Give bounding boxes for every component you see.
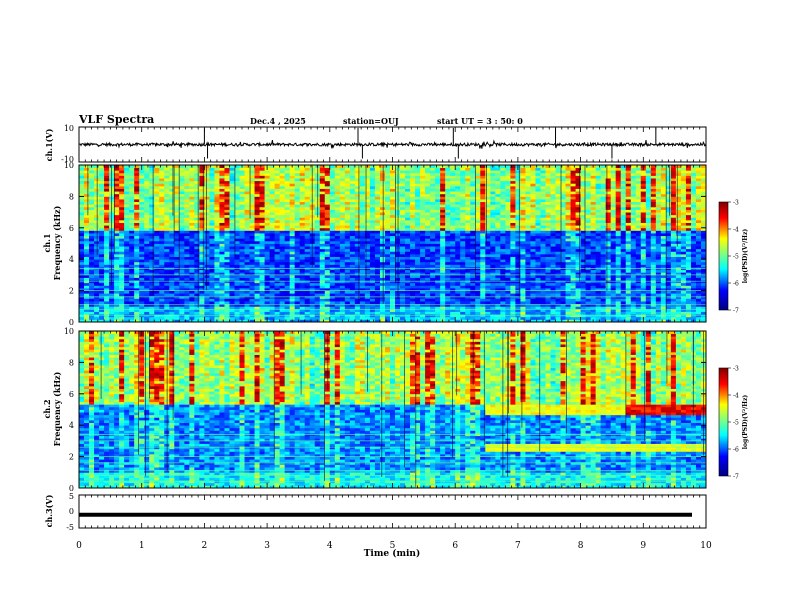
- ch1-frequency-label: Frequency (kHz): [52, 205, 62, 280]
- time-tick-label: 5: [390, 541, 396, 551]
- freq-tick-label: 2: [69, 453, 74, 462]
- ch1-colorbar-ticks: -3 -4 -5 -6 -7: [728, 200, 739, 315]
- ch1-ytick-top: 10: [64, 124, 74, 133]
- ch2-colorbar: -3 -4 -5 -6 -7 log(PSD)(V²/Hz): [718, 366, 749, 481]
- freq-tick-label: 10: [64, 161, 74, 170]
- ch2-channel-label: ch.2: [42, 399, 52, 418]
- ch2-spectrogram-yticks: 0 2 4 6 8 10: [64, 327, 706, 493]
- ch2-frequency-label: Frequency (kHz): [52, 371, 62, 446]
- colorbar-tick-label: -4: [733, 227, 739, 234]
- freq-tick-label: 6: [69, 224, 74, 233]
- ch3-ytick-mid: 0: [69, 507, 74, 516]
- ch1-colorbar-gradient: [718, 201, 729, 311]
- ch2-colorbar-gradient: [718, 367, 729, 477]
- freq-tick-label: 10: [64, 327, 74, 336]
- ch2-spectrogram-panel: 0 2 4 6 8 10 ch.2 Frequency (kHz): [42, 327, 707, 493]
- start-ut-label: start UT = 3 : 50: 0: [437, 116, 523, 126]
- ch1-ytick-bottom: -10: [61, 155, 74, 164]
- freq-tick-label: 6: [69, 390, 74, 399]
- ch2-spectrogram-heatmap: [79, 331, 707, 489]
- colorbar-tick-label: -5: [733, 420, 739, 427]
- colorbar-tick-label: -7: [733, 308, 739, 315]
- ch3-waveform-panel: 5 0 -5 ch.3(V): [44, 492, 707, 532]
- ch1-waveform-line: [79, 139, 707, 149]
- time-tick-label: 9: [640, 541, 646, 551]
- colorbar-tick-label: -3: [733, 366, 739, 373]
- time-tick-label: 7: [515, 541, 521, 551]
- colorbar-tick-label: -4: [733, 393, 739, 400]
- colorbar-tick-label: -5: [733, 254, 739, 261]
- time-axis-label: Time (min): [364, 548, 421, 559]
- ch3-ytick-bottom: -5: [66, 523, 74, 532]
- station-label: station=OUJ: [343, 116, 399, 126]
- ch3-waveform-ylabel: ch.3(V): [44, 494, 54, 527]
- colorbar-tick-label: -6: [733, 281, 739, 288]
- time-tick-label: 1: [139, 541, 145, 551]
- freq-tick-label: 4: [69, 255, 74, 264]
- ch1-waveform-ylabel: ch.1(V): [44, 128, 54, 161]
- colorbar-tick-label: -3: [733, 200, 739, 207]
- time-tick-label: 4: [327, 541, 333, 551]
- freq-tick-label: 0: [69, 318, 74, 327]
- ch1-spectrogram-panel: 0 2 4 6 8 10 ch.1 Frequency (kHz): [42, 161, 707, 327]
- time-tick-label: 3: [264, 541, 270, 551]
- freq-tick-label: 8: [69, 192, 74, 201]
- date-label: Dec.4 , 2025: [250, 116, 306, 126]
- freq-tick-label: 2: [69, 287, 74, 296]
- time-tick-label: 0: [76, 541, 82, 551]
- freq-tick-label: 8: [69, 358, 74, 367]
- time-tick-label: 6: [452, 541, 458, 551]
- time-tick-label: 10: [700, 541, 712, 551]
- figure-title: VLF Spectra: [79, 113, 155, 126]
- colorbar-tick-label: -6: [733, 447, 739, 454]
- ch1-colorbar: -3 -4 -5 -6 -7 log(PSD)(V²/Hz): [718, 200, 749, 315]
- ch1-waveform-frame: [78, 126, 707, 163]
- colorbar-tick-label: -7: [733, 474, 739, 481]
- ch1-spectrogram-yticks: 0 2 4 6 8 10: [64, 161, 706, 327]
- freq-tick-label: 4: [69, 421, 74, 430]
- ch2-colorbar-label: log(PSD)(V²/Hz): [742, 395, 749, 450]
- ch1-channel-label: ch.1: [42, 233, 52, 252]
- ch1-colorbar-label: log(PSD)(V²/Hz): [742, 229, 749, 284]
- ch1-waveform-panel: 10 -10 ch.1(V): [44, 124, 707, 164]
- time-tick-label: 2: [202, 541, 208, 551]
- ch1-spectrogram-heatmap: [79, 165, 707, 323]
- ch3-ytick-top: 5: [69, 492, 74, 501]
- time-axis: 0 1 2 3 4 5 6 7 8 9 10: [76, 127, 712, 551]
- ch1-waveform-trace: [79, 127, 707, 159]
- time-tick-label: 8: [578, 541, 584, 551]
- freq-tick-label: 0: [69, 484, 74, 493]
- ch2-colorbar-ticks: -3 -4 -5 -6 -7: [728, 366, 739, 481]
